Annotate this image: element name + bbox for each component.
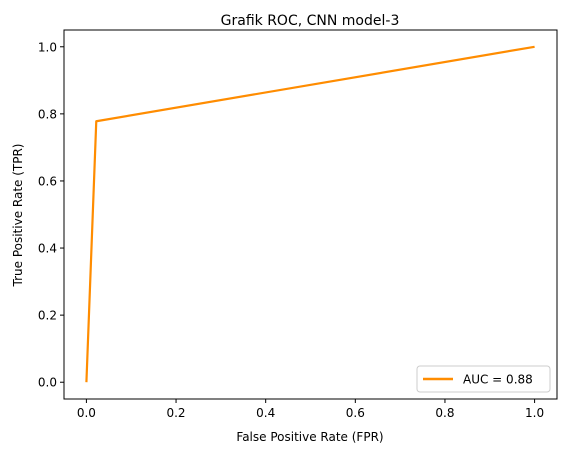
series-line-0 — [85, 45, 535, 383]
plot-frame — [63, 29, 558, 400]
x-axis-label: False Positive Rate (FPR) — [236, 430, 383, 444]
plot-series — [85, 45, 535, 383]
x-tick-label: 0.0 — [77, 406, 96, 420]
legend: AUC = 0.88 — [416, 365, 551, 393]
y-axis-label: True Positive Rate (TPR) — [11, 144, 25, 288]
x-axis-ticks: 0.0 0.2 0.4 0.6 0.8 1.0 — [77, 399, 544, 420]
x-tick-label: 0.4 — [256, 406, 275, 420]
chart-title: Grafik ROC, CNN model-3 — [221, 13, 400, 29]
y-tick-label: 1.0 — [38, 40, 57, 54]
y-tick-label: 0.8 — [38, 107, 57, 121]
y-tick-label: 0.4 — [38, 242, 57, 256]
y-tick-label: 0.6 — [38, 174, 57, 188]
y-tick-label: 0.2 — [38, 309, 57, 323]
y-axis-ticks: 0.0 0.2 0.4 0.6 0.8 1.0 — [38, 40, 64, 390]
y-tick-label: 0.0 — [38, 376, 57, 390]
x-tick-label: 0.8 — [435, 406, 454, 420]
legend-box — [416, 365, 551, 393]
legend-label: AUC = 0.88 — [463, 373, 533, 387]
x-tick-label: 1.0 — [525, 406, 544, 420]
x-tick-label: 0.2 — [166, 406, 185, 420]
x-tick-label: 0.6 — [346, 406, 365, 420]
